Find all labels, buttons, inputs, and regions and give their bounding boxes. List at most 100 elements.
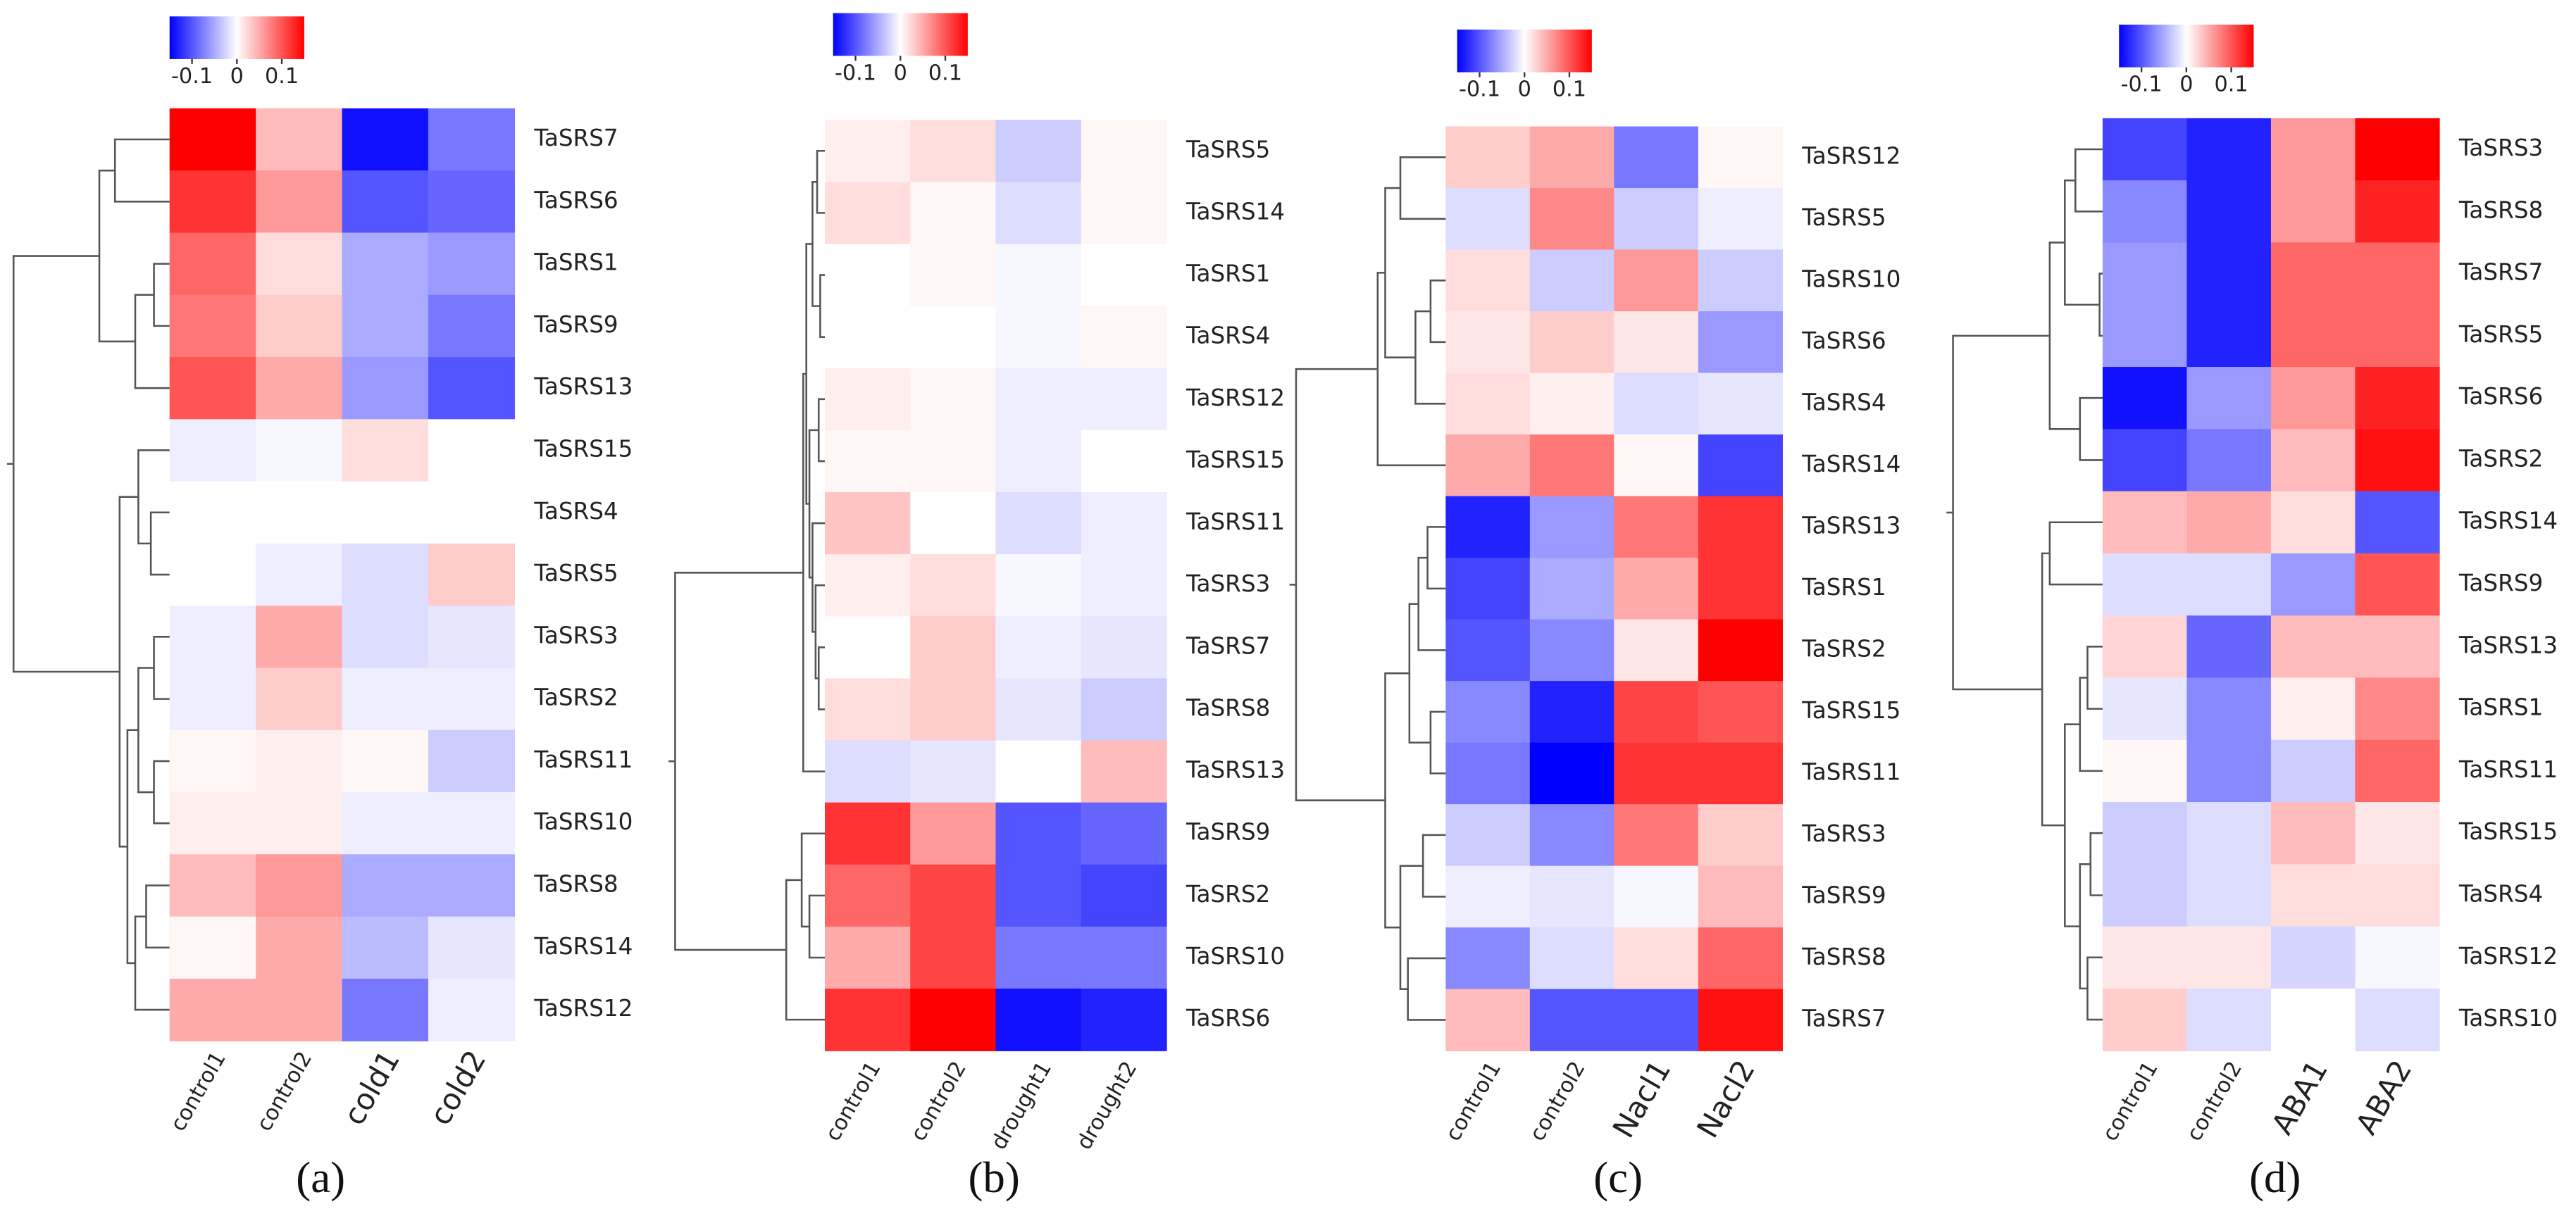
- heatmap-cell: [995, 244, 1082, 307]
- heatmap-cell: [910, 491, 997, 555]
- heatmap-cell: [1614, 927, 1699, 990]
- heatmap-cell: [825, 306, 911, 369]
- heatmap-cell: [1529, 742, 1615, 805]
- dendrogram-branch: [153, 263, 170, 327]
- row-label: TaSRS7: [533, 125, 618, 151]
- row-label: TaSRS14: [533, 933, 633, 960]
- dendrogram-branch: [1429, 710, 1446, 775]
- row-label: TaSRS12: [1186, 384, 1285, 411]
- heatmap-cell: [995, 926, 1082, 989]
- row-label: TaSRS4: [2458, 880, 2543, 907]
- heatmap-cell: [169, 606, 256, 669]
- heatmap-cell: [1698, 249, 1783, 312]
- heatmap-cell: [1614, 681, 1699, 744]
- heatmap-cell: [1698, 188, 1783, 251]
- row-label: TaSRS11: [2458, 756, 2558, 783]
- row-label: TaSRS5: [2458, 321, 2543, 348]
- heatmap-cell: [910, 306, 997, 369]
- heatmap-cell: [342, 543, 429, 606]
- colorbar: [169, 16, 304, 59]
- heatmap-cell: [910, 740, 997, 803]
- heatmap-cell: [256, 108, 343, 171]
- heatmap-cell: [2186, 304, 2272, 368]
- heatmap-cell: [910, 926, 997, 989]
- heatmap-cell: [2102, 739, 2188, 803]
- row-label: TaSRS2: [533, 684, 618, 711]
- heatmap-cell: [1445, 126, 1531, 189]
- colorbar: [1457, 29, 1592, 73]
- dendrogram-branch: [2086, 956, 2103, 1021]
- heatmap-cell: [169, 729, 256, 793]
- dendrogram-branch: [785, 879, 826, 1021]
- row-label: TaSRS12: [2458, 943, 2558, 970]
- heatmap-cell: [1698, 927, 1783, 990]
- colorbar-tick-label: 0.1: [2214, 73, 2248, 97]
- heatmap-cell: [1529, 865, 1615, 928]
- heatmap-cell: [256, 294, 343, 358]
- heatmap-cell: [169, 419, 256, 482]
- heatmap-cell: [2102, 242, 2188, 306]
- column-label: control2: [252, 1048, 317, 1136]
- heatmap-cell: [1529, 927, 1615, 990]
- heatmap-cell: [2270, 242, 2356, 306]
- heatmap-cell: [2270, 367, 2356, 430]
- heatmap-cell: [2270, 739, 2356, 803]
- heatmap-cell: [910, 864, 997, 927]
- heatmap-cell: [428, 543, 516, 606]
- heatmap-cell: [995, 802, 1082, 865]
- heatmap-cell: [256, 978, 343, 1041]
- heatmap-cell: [825, 182, 911, 245]
- heatmap-cell: [825, 616, 911, 679]
- dendrogram-branch: [1384, 672, 1410, 929]
- heatmap-cell: [342, 668, 429, 731]
- heatmap-cell: [1445, 681, 1531, 744]
- heatmap-cell: [342, 170, 429, 234]
- heatmap-cell: [2270, 118, 2356, 181]
- dendrogram-branch: [811, 522, 826, 633]
- dendrogram-branch: [145, 884, 170, 949]
- heatmap-cell: [1445, 558, 1531, 620]
- heatmap-cell: [825, 802, 911, 865]
- heatmap-cell: [256, 481, 343, 544]
- heatmap-cell: [256, 357, 343, 420]
- heatmap-cell: [342, 978, 429, 1041]
- heatmap-cell: [995, 368, 1082, 431]
- colorbar-tick-label: 0: [1518, 77, 1531, 102]
- row-label: TaSRS9: [2458, 570, 2543, 596]
- heatmap-cell: [1529, 496, 1615, 558]
- dendrogram-branch: [817, 398, 826, 463]
- heatmap-cell: [256, 916, 343, 979]
- row-label: TaSRS11: [1801, 758, 1900, 785]
- dendrogram-branch: [2074, 148, 2103, 213]
- dendrogram-branch: [1399, 865, 1424, 990]
- heatmap-cell: [428, 792, 516, 856]
- row-label: TaSRS12: [533, 995, 633, 1022]
- dendrogram-branch: [2079, 677, 2103, 772]
- colorbar-tick-label: 0: [230, 64, 244, 89]
- colorbar-tick-label: -0.1: [2121, 73, 2163, 97]
- dendrogram-branch: [113, 138, 170, 203]
- heatmap-cell: [2186, 739, 2272, 803]
- heatmap-cell: [1445, 188, 1531, 251]
- row-label: TaSRS1: [2458, 694, 2543, 721]
- row-label: TaSRS1: [533, 249, 618, 276]
- heatmap-cell: [995, 120, 1082, 183]
- row-label: TaSRS7: [1186, 632, 1270, 659]
- heatmap-cell: [169, 854, 256, 917]
- heatmap-cell: [428, 170, 516, 234]
- heatmap-cell: [2102, 926, 2188, 989]
- heatmap-cell: [1614, 989, 1699, 1051]
- heatmap-cell: [825, 368, 911, 431]
- heatmap-cell: [995, 430, 1082, 493]
- heatmap-cell: [825, 491, 911, 555]
- heatmap-cell: [428, 108, 516, 171]
- heatmap-cell: [342, 481, 429, 544]
- heatmap-cell: [995, 678, 1082, 741]
- heatmap-cell: [2186, 242, 2272, 306]
- heatmap-cell: [2186, 367, 2272, 430]
- row-label: TaSRS6: [1186, 1005, 1270, 1032]
- heatmap-cell: [342, 419, 429, 482]
- heatmap-cell: [1081, 616, 1167, 679]
- dendrogram-branch: [1295, 368, 1386, 801]
- colorbar-tick-label: -0.1: [835, 61, 876, 85]
